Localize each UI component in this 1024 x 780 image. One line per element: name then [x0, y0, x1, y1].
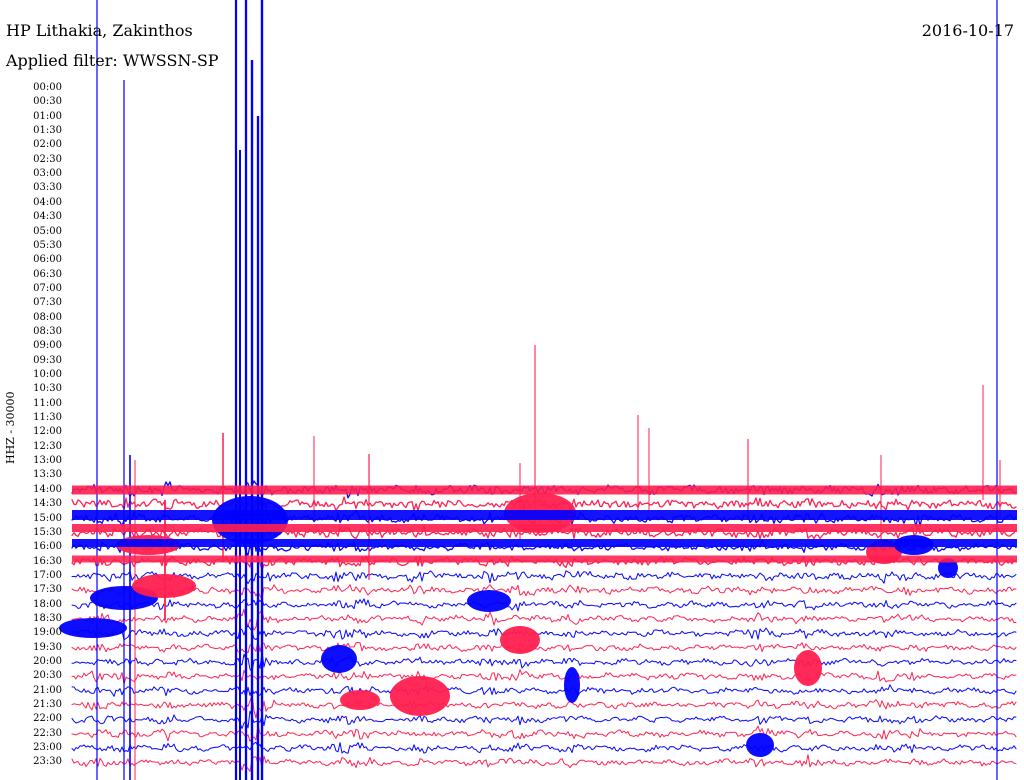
- time-label: 12:00: [33, 426, 62, 438]
- time-label: 18:30: [33, 612, 62, 624]
- time-label: 11:00: [33, 397, 62, 409]
- time-label: 23:30: [33, 756, 62, 768]
- event-burst: [340, 690, 380, 710]
- y-axis-label: HHZ - 30000: [4, 391, 17, 464]
- time-label: 08:30: [33, 325, 62, 337]
- time-label: 04:00: [33, 196, 62, 208]
- trace-line: [71, 741, 1017, 754]
- trace-line: [71, 584, 1017, 600]
- trace-line: [71, 684, 1017, 699]
- time-label: 10:30: [33, 383, 62, 395]
- time-label: 15:30: [33, 526, 62, 538]
- time-label: 07:30: [33, 297, 62, 309]
- time-label: 13:00: [33, 455, 62, 467]
- time-label: 02:30: [33, 153, 62, 165]
- trace-line: [71, 651, 1017, 673]
- time-label: 00:00: [33, 82, 62, 93]
- time-label: 07:00: [33, 282, 62, 294]
- trace-line: [71, 724, 1017, 742]
- time-label: 06:30: [33, 268, 62, 280]
- time-label: 04:30: [33, 211, 62, 223]
- event-burst: [746, 733, 774, 757]
- time-label: 22:00: [33, 713, 62, 725]
- time-label: 19:30: [33, 641, 62, 653]
- time-label: 17:30: [33, 584, 62, 596]
- trace-line: [71, 608, 1017, 631]
- time-label: 14:30: [33, 498, 62, 510]
- time-label: 23:00: [33, 742, 62, 754]
- time-label: 05:30: [33, 239, 62, 251]
- time-label: 22:30: [33, 727, 62, 739]
- time-label: 21:00: [33, 684, 62, 696]
- time-label: 17:00: [33, 569, 62, 581]
- time-label: 03:30: [33, 182, 62, 194]
- time-label: 18:00: [33, 598, 62, 610]
- trace-line: [71, 693, 1017, 719]
- trace-line: [71, 625, 1017, 641]
- time-label: 08:00: [33, 311, 62, 323]
- time-label: 16:00: [33, 541, 62, 553]
- time-label: 09:30: [33, 354, 62, 366]
- trace-line: [71, 598, 1017, 612]
- date-label: 2016-10-17: [921, 21, 1014, 40]
- time-label: 20:30: [33, 670, 62, 682]
- event-burst: [938, 558, 958, 578]
- time-label: 12:30: [33, 440, 62, 452]
- time-label: 14:00: [33, 483, 62, 495]
- trace-line: [71, 570, 1017, 585]
- event-burst: [59, 618, 127, 638]
- time-label: 11:30: [33, 412, 62, 424]
- time-labels: 00:00 00:30 01:00 01:30 02:00 02:30 03:00 03:30…: [30, 0, 70, 780]
- time-label: 01:00: [33, 110, 62, 122]
- time-label: 06:00: [33, 254, 62, 266]
- event-burst: [564, 667, 580, 703]
- time-label: 13:30: [33, 469, 62, 481]
- time-label: 05:00: [33, 225, 62, 237]
- trace-line: [71, 754, 1017, 772]
- trace-line: [71, 710, 1017, 730]
- time-label: 16:30: [33, 555, 62, 567]
- time-label: 01:30: [33, 125, 62, 137]
- event-burst: [321, 645, 357, 673]
- time-label: 21:30: [33, 699, 62, 711]
- event-burst: [500, 626, 540, 654]
- station-title: HP Lithakia, Zakinthos: [6, 21, 193, 40]
- time-label: 10:00: [33, 369, 62, 380]
- time-label: 00:30: [33, 96, 62, 108]
- filter-label: Applied filter: WWSSN-SP: [6, 51, 219, 70]
- trace-line: [71, 669, 1017, 685]
- event-burst: [467, 590, 511, 612]
- time-label: 02:00: [33, 139, 62, 151]
- time-label: 19:00: [33, 627, 62, 639]
- event-burst: [132, 574, 196, 598]
- event-burst: [794, 650, 822, 686]
- time-label: 15:00: [33, 512, 62, 524]
- time-label: 03:00: [33, 168, 62, 180]
- time-label: 09:00: [33, 340, 62, 352]
- trace-line: [71, 640, 1017, 654]
- event-burst: [390, 676, 450, 716]
- time-label: 20:00: [33, 656, 62, 667]
